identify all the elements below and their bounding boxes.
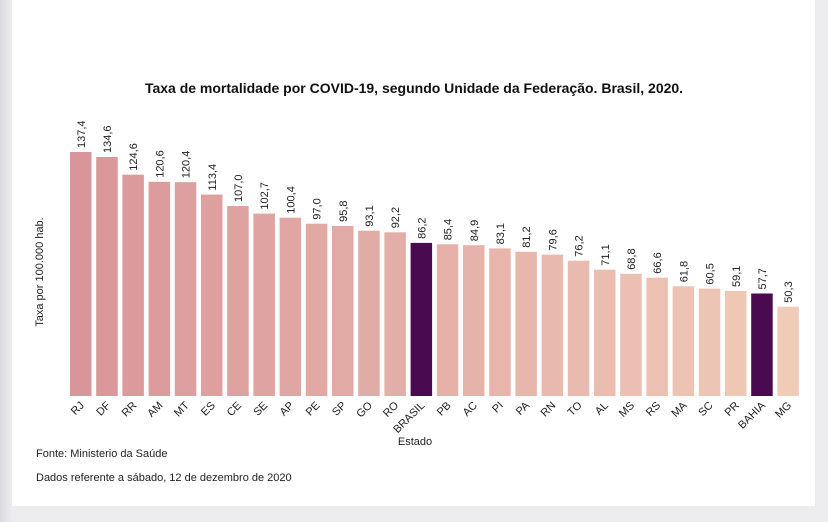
bar-ap: [279, 217, 302, 396]
bar-ce: [227, 206, 249, 396]
tick-label-rn: RN: [539, 400, 559, 420]
value-label-es: 113,4: [207, 164, 219, 191]
tick-label-am: AM: [145, 400, 165, 420]
tick-label-se: SE: [251, 400, 270, 419]
bar-rr: [122, 174, 144, 396]
value-label-al: 71,1: [600, 244, 612, 265]
tick-label-pr: PR: [723, 400, 742, 419]
tick-label-rr: RR: [120, 400, 140, 420]
bar-se: [253, 213, 275, 396]
value-label-sc: 60,5: [705, 263, 717, 284]
bar-ms: [620, 273, 642, 396]
value-label-pb: 85,4: [443, 219, 455, 240]
tick-label-sp: SP: [330, 400, 349, 419]
tick-label-pi: PI: [490, 400, 506, 416]
chart-title: Taxa de mortalidade por COVID-19, segund…: [144, 80, 684, 96]
bar-al: [594, 269, 616, 396]
bar-to: [567, 260, 590, 396]
value-label-pe: 97,0: [312, 198, 324, 219]
tick-label-pa: PA: [514, 399, 533, 418]
bar-pr: [725, 291, 747, 396]
value-label-ce: 107,0: [233, 174, 245, 202]
page-edge-shadow: [0, 0, 12, 522]
value-label-ac: 84,9: [469, 220, 481, 241]
value-label-rj: 137,4: [76, 120, 88, 148]
bar-bahia: [751, 293, 773, 396]
tick-label-rj: RJ: [69, 400, 87, 418]
tick-label-ap: AP: [278, 400, 297, 419]
tick-label-sc: SC: [696, 400, 715, 419]
bar-rn: [541, 254, 564, 396]
value-label-sp: 95,8: [338, 200, 350, 221]
value-label-mg: 50,3: [783, 281, 795, 302]
value-label-to: 76,2: [574, 235, 586, 256]
date-note: Dados referente a sábado, 12 de dezembro…: [36, 472, 292, 484]
tick-label-mg: MG: [773, 400, 794, 421]
value-label-ma: 61,8: [678, 261, 690, 282]
bar-ac: [463, 245, 485, 396]
value-label-se: 102,7: [259, 182, 271, 210]
value-label-rn: 79,6: [547, 229, 559, 250]
tick-label-go: GO: [354, 399, 375, 420]
value-label-ms: 68,8: [626, 248, 638, 269]
bar-pa: [515, 251, 537, 396]
tick-label-df: DF: [94, 399, 113, 418]
x-axis-label: Estado: [397, 436, 433, 448]
value-label-df: 134,6: [102, 125, 114, 153]
bar-pi: [489, 248, 511, 396]
value-label-rr: 124,6: [128, 143, 140, 171]
bar-ma: [672, 286, 695, 396]
value-label-pr: 59,1: [731, 266, 743, 287]
bar-mt: [174, 182, 197, 396]
tick-label-ma: MA: [669, 399, 690, 420]
tick-label-ro: RO: [381, 399, 401, 419]
tick-label-al: AL: [593, 400, 611, 418]
value-label-brasil: 86,2: [416, 217, 428, 238]
value-label-pa: 81,2: [521, 226, 533, 247]
value-label-ap: 100,4: [285, 186, 297, 214]
tick-label-bahia: BAHIA: [736, 399, 768, 431]
value-label-am: 120,6: [154, 150, 166, 178]
tick-label-ms: MS: [617, 400, 637, 420]
tick-label-pb: PB: [435, 400, 454, 419]
bar-go: [358, 230, 380, 396]
bar-rs: [646, 277, 668, 396]
tick-label-ce: CE: [225, 400, 244, 419]
value-label-mt: 120,4: [181, 151, 193, 179]
bar-es: [201, 194, 223, 396]
bar-am: [148, 181, 171, 396]
bar-rj: [70, 152, 92, 396]
value-label-rs: 66,6: [652, 252, 664, 273]
bar-pe: [305, 223, 328, 396]
bar-sc: [698, 288, 721, 396]
value-label-go: 93,1: [364, 205, 376, 226]
bar-df: [96, 157, 118, 396]
bar-ro: [384, 232, 406, 396]
tick-label-ac: AC: [461, 400, 480, 419]
bar-brasil: [410, 242, 433, 396]
tick-label-to: TO: [565, 399, 584, 418]
value-label-bahia: 57,7: [757, 268, 769, 289]
tick-label-es: ES: [199, 400, 218, 419]
bar-mg: [777, 306, 799, 396]
tick-label-pe: PE: [304, 400, 323, 419]
bar-sp: [332, 225, 354, 396]
tick-label-rs: RS: [644, 400, 663, 419]
source-note: Fonte: Ministerio da Saúde: [36, 448, 168, 460]
tick-label-mt: MT: [172, 399, 192, 419]
value-label-ro: 92,2: [390, 207, 402, 228]
bar-pb: [436, 244, 459, 396]
value-label-pi: 83,1: [495, 223, 507, 244]
